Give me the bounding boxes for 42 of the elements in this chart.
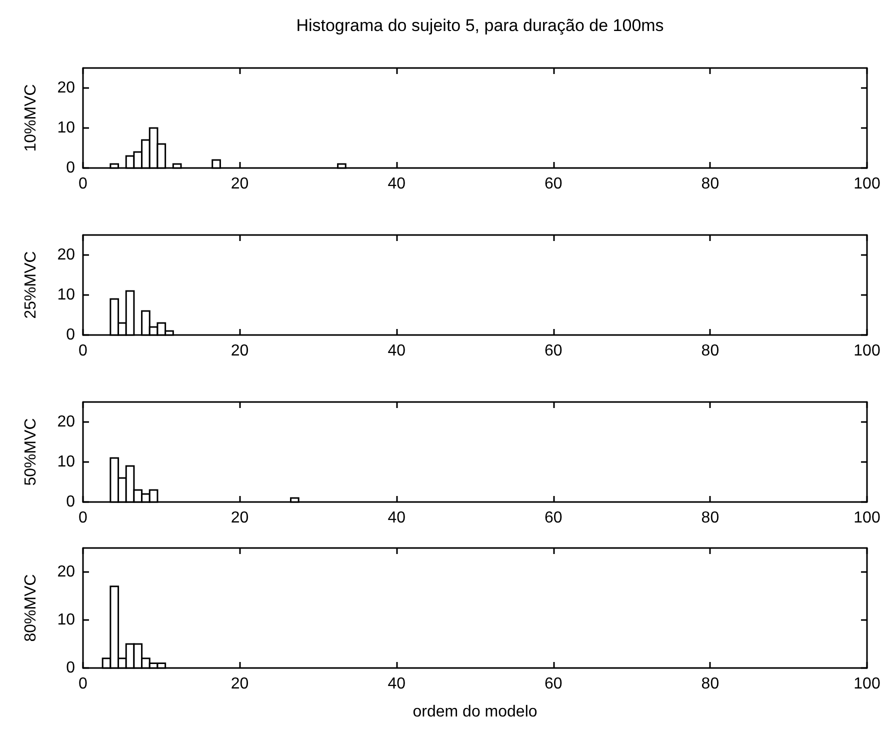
x-tick-label: 60 (544, 342, 562, 360)
x-tick-label: 0 (78, 676, 88, 692)
x-tick-label: 60 (544, 176, 562, 192)
y-tick-label: 0 (66, 660, 76, 676)
y-axis-title: 25%MVC (22, 251, 40, 319)
x-tick-label: 0 (78, 342, 88, 360)
x-tick-label: 40 (388, 176, 406, 192)
x-tick-label: 20 (230, 676, 249, 692)
x-axis-title: ordem do modelo (412, 704, 538, 720)
x-tick-label: 0 (78, 176, 88, 192)
y-tick-label: 10 (57, 612, 76, 628)
x-tick-label: 80 (701, 342, 720, 360)
y-axis-title: 80%MVC (22, 574, 40, 642)
y-tick-label: 20 (57, 414, 76, 430)
x-tick-label: 20 (230, 510, 249, 526)
x-tick-label: 100 (854, 676, 880, 692)
y-tick-label: 20 (57, 80, 76, 96)
y-tick-label: 20 (57, 246, 76, 264)
x-tick-label: 80 (701, 176, 720, 192)
x-tick-label: 80 (701, 676, 720, 692)
x-tick-label: 60 (544, 510, 562, 526)
y-tick-label: 0 (66, 494, 76, 510)
y-tick-label: 0 (66, 326, 76, 344)
x-tick-label: 100 (854, 176, 880, 192)
x-tick-label: 0 (78, 510, 88, 526)
x-tick-label: 100 (854, 342, 880, 360)
x-tick-label: 60 (544, 676, 562, 692)
x-tick-label: 40 (388, 510, 406, 526)
y-tick-label: 10 (57, 454, 76, 470)
y-tick-label: 10 (57, 286, 76, 304)
y-tick-label: 0 (66, 160, 76, 176)
x-tick-label: 40 (388, 342, 406, 360)
y-tick-label: 20 (57, 564, 76, 580)
x-tick-label: 20 (230, 176, 249, 192)
chart-title: Histograma do sujeito 5, para duração de 100ms (296, 16, 664, 35)
x-tick-label: 20 (230, 342, 249, 360)
y-axis-title: 50%MVC (22, 418, 40, 486)
y-axis-title: 10%MVC (22, 84, 40, 152)
x-tick-label: 100 (854, 510, 880, 526)
y-tick-label: 10 (57, 120, 76, 136)
x-tick-label: 80 (701, 510, 720, 526)
x-tick-label: 40 (388, 676, 406, 692)
